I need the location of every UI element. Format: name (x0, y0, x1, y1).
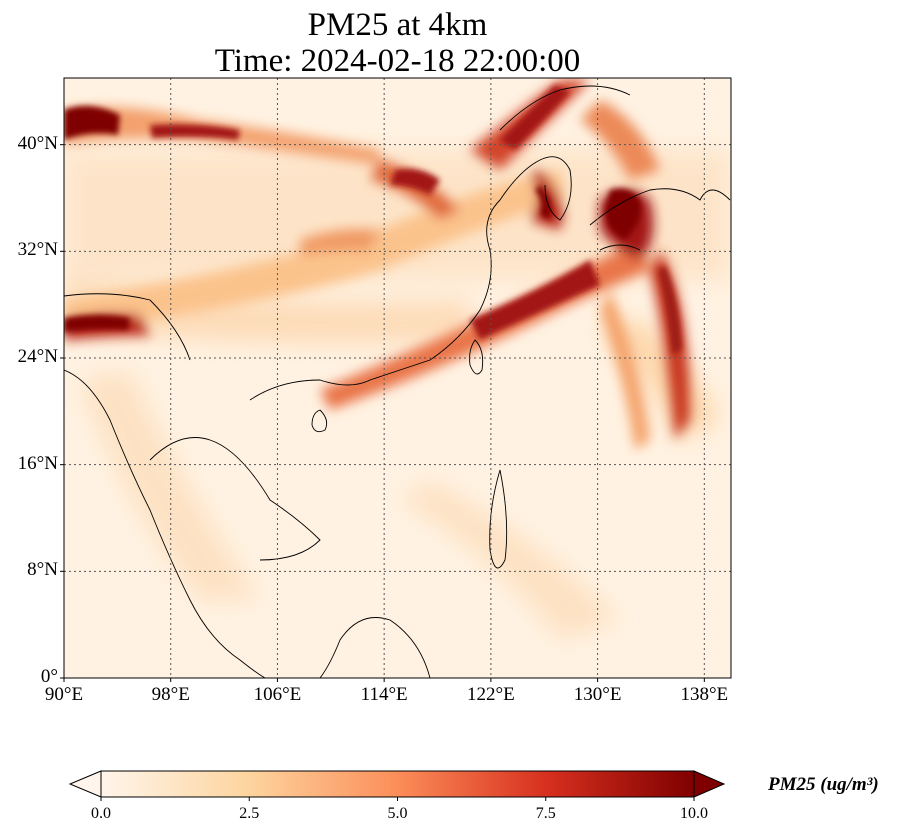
map-title: PM25 at 4km (307, 7, 488, 43)
x-tick-label: 98°E (151, 684, 190, 705)
x-tick-label: 90°E (44, 684, 84, 705)
colorbar (68, 770, 726, 798)
colorbar-label: PM25 (ug/m³) (768, 774, 879, 795)
x-tick-label: 114°E (360, 684, 408, 705)
gridlines (64, 78, 731, 678)
coastlines (64, 85, 731, 678)
colorbar-tick-label: 7.5 (535, 805, 556, 822)
colorbar-frame (100, 770, 695, 798)
y-tick-label: 0° (40, 666, 58, 687)
x-tick-label: 106°E (253, 684, 302, 705)
colorbar-gradient (101, 771, 694, 797)
colorbar-tick-label: 2.5 (239, 805, 260, 822)
colorbar-tick-label: 5.0 (387, 805, 408, 822)
pm25-field (64, 78, 731, 678)
y-tick-label: 24°N (17, 346, 58, 367)
map-time: Time: 2024-02-18 22:00:00 (214, 43, 581, 79)
x-tick-label: 122°E (467, 684, 515, 705)
axis-ticks (60, 144, 705, 801)
y-tick-label: 40°N (17, 132, 58, 154)
colorbar-tick-label: 10.0 (680, 805, 708, 822)
y-tick-label: 16°N (17, 452, 58, 474)
colorbar-max-arrow (693, 770, 726, 798)
y-tick-label: 8°N (27, 559, 58, 581)
x-tick-label: 138°E (680, 684, 729, 705)
y-tick-label: 32°N (17, 239, 58, 261)
colorbar-min-arrow (68, 770, 102, 798)
map-frame (63, 77, 732, 679)
x-tick-label: 130°E (573, 684, 622, 705)
colorbar-tick-label: 0.0 (91, 805, 111, 822)
